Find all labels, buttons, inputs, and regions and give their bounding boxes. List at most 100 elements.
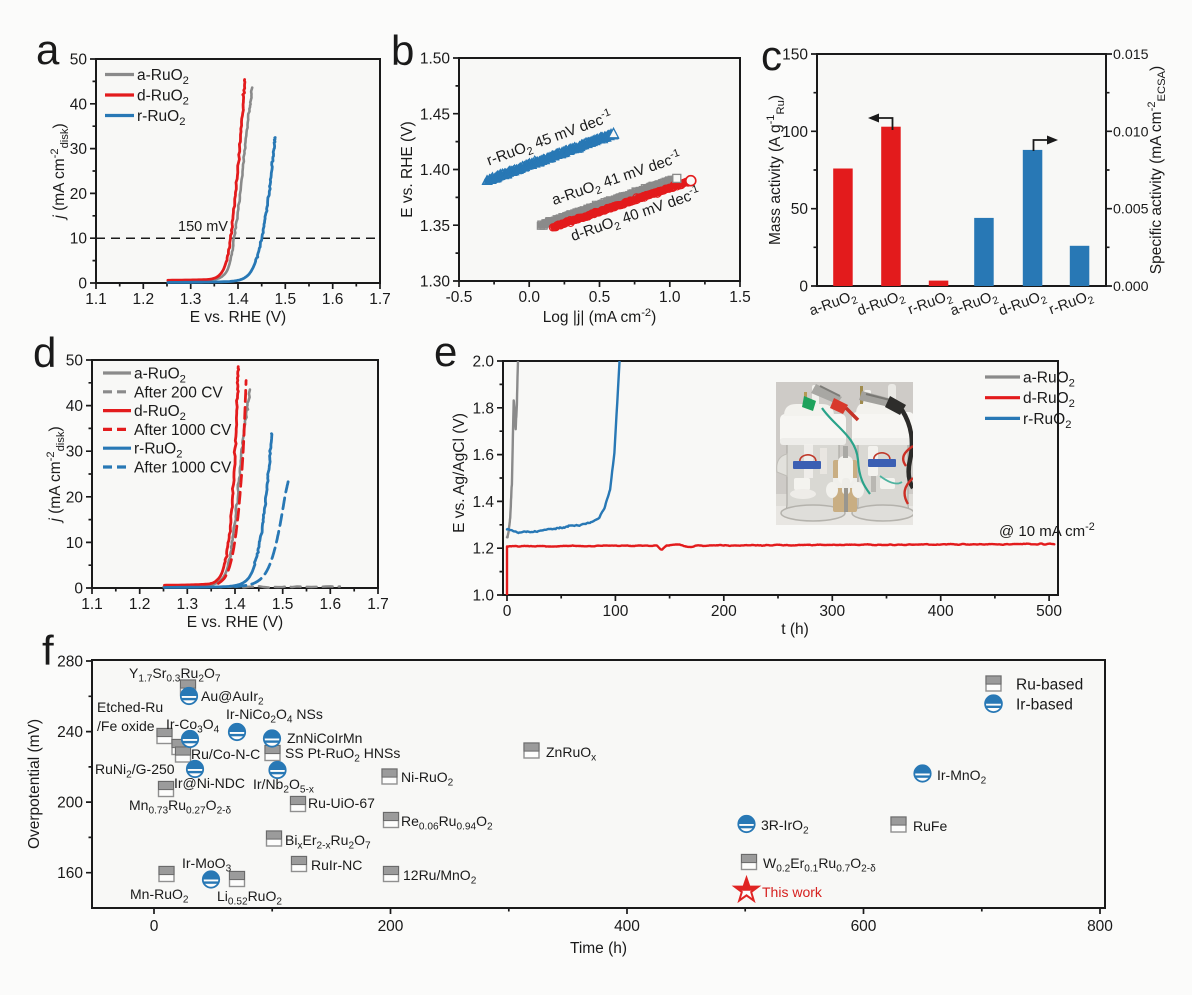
svg-text:RuIr-NC: RuIr-NC [311, 857, 362, 873]
svg-text:1.0: 1.0 [659, 289, 681, 306]
svg-text:Mass activity (A g-1Ru): Mass activity (A g-1Ru) [765, 95, 787, 245]
svg-text:400: 400 [928, 603, 954, 620]
svg-text:a: a [36, 26, 60, 73]
svg-text:f: f [42, 627, 54, 674]
svg-text:Ir-based: Ir-based [1016, 697, 1073, 714]
svg-text:1.6: 1.6 [320, 596, 342, 613]
svg-text:0.015: 0.015 [1113, 47, 1149, 63]
svg-text:a-RuO2: a-RuO2 [137, 67, 189, 87]
svg-text:Log |j| (mA cm-2): Log |j| (mA cm-2) [543, 307, 657, 326]
svg-text:r-RuO2: r-RuO2 [134, 441, 182, 461]
svg-text:W0.2Er0.1Ru0.7O2-δ: W0.2Er0.1Ru0.7O2-δ [763, 855, 876, 875]
svg-text:E vs. RHE (V): E vs. RHE (V) [399, 121, 416, 217]
svg-text:1.7: 1.7 [369, 291, 391, 308]
svg-text:t (h): t (h) [781, 621, 809, 638]
svg-text:1.45: 1.45 [420, 106, 450, 123]
svg-text:/Fe oxide: /Fe oxide [97, 718, 155, 734]
svg-text:j (mA cm-2disk): j (mA cm-2disk) [49, 123, 71, 220]
svg-text:RuFe: RuFe [913, 818, 947, 834]
svg-text:E vs. RHE (V): E vs. RHE (V) [190, 309, 286, 326]
svg-text:0: 0 [799, 279, 808, 296]
svg-text:e: e [434, 328, 457, 375]
svg-text:1.40: 1.40 [420, 162, 451, 179]
svg-text:240: 240 [57, 724, 83, 741]
svg-text:a-RuO2: a-RuO2 [134, 366, 186, 386]
svg-text:1.1: 1.1 [81, 596, 103, 613]
svg-text:1.2: 1.2 [133, 291, 155, 308]
svg-text:1.6: 1.6 [472, 447, 494, 464]
svg-text:1.8: 1.8 [472, 400, 494, 417]
svg-text:Ir-MnO2: Ir-MnO2 [937, 767, 987, 787]
svg-text:40: 40 [70, 96, 88, 113]
svg-text:0.000: 0.000 [1113, 279, 1149, 295]
svg-text:30: 30 [66, 444, 84, 461]
svg-text:Ir-MoO3: Ir-MoO3 [182, 855, 232, 875]
svg-text:1.5: 1.5 [275, 291, 297, 308]
svg-text:d-RuO2: d-RuO2 [1023, 390, 1075, 410]
svg-text:40: 40 [66, 398, 84, 415]
svg-text:RuNi2/G-250: RuNi2/G-250 [95, 761, 175, 781]
svg-text:200: 200 [711, 603, 737, 620]
svg-text:Ir@Ni-NDC: Ir@Ni-NDC [174, 775, 245, 791]
svg-text:Au@AuIr2: Au@AuIr2 [201, 688, 264, 708]
svg-text:12Ru/MnO2: 12Ru/MnO2 [403, 867, 477, 887]
svg-text:Ni-RuO2: Ni-RuO2 [401, 769, 454, 789]
svg-text:20: 20 [66, 489, 84, 506]
svg-text:0: 0 [78, 276, 87, 293]
svg-text:1.3: 1.3 [180, 291, 202, 308]
svg-text:100: 100 [782, 124, 808, 141]
svg-text:1.5: 1.5 [272, 596, 294, 613]
svg-text:E vs. Ag/AgCl (V): E vs. Ag/AgCl (V) [451, 413, 468, 533]
svg-text:1.4: 1.4 [472, 494, 494, 511]
svg-text:0: 0 [150, 918, 159, 935]
svg-text:After 200 CV: After 200 CV [134, 384, 223, 401]
svg-text:Etched-Ru: Etched-Ru [97, 699, 163, 715]
svg-text:1.5: 1.5 [729, 289, 751, 306]
svg-text:500: 500 [1036, 603, 1062, 620]
svg-text:600: 600 [851, 918, 877, 935]
svg-text:@ 10 mA cm-2: @ 10 mA cm-2 [999, 521, 1095, 540]
svg-text:150: 150 [782, 47, 808, 64]
svg-text:1.50: 1.50 [420, 51, 451, 68]
svg-text:r-RuO2: r-RuO2 [137, 108, 185, 128]
svg-text:50: 50 [66, 353, 84, 370]
svg-text:280: 280 [57, 653, 83, 670]
svg-text:0: 0 [503, 603, 512, 620]
svg-text:Ir-NiCo2O4 NSs: Ir-NiCo2O4 NSs [226, 706, 323, 726]
svg-text:1.4: 1.4 [227, 291, 249, 308]
svg-text:ZnRuOx: ZnRuOx [546, 744, 596, 764]
svg-text:50: 50 [791, 201, 809, 218]
svg-text:Re0.06Ru0.94O2: Re0.06Ru0.94O2 [401, 813, 493, 833]
svg-text:Time (h): Time (h) [570, 940, 627, 957]
svg-text:0: 0 [74, 581, 83, 598]
svg-text:0.010: 0.010 [1113, 124, 1149, 140]
svg-text:160: 160 [57, 865, 83, 882]
svg-text:Ru/Co-N-C: Ru/Co-N-C [191, 746, 260, 762]
svg-text:300: 300 [819, 603, 845, 620]
svg-text:0.005: 0.005 [1113, 202, 1149, 218]
svg-text:10: 10 [70, 231, 88, 248]
svg-text:1.0: 1.0 [472, 588, 494, 605]
svg-text:After 1000 CV: After 1000 CV [134, 422, 232, 439]
svg-text:1.2: 1.2 [472, 541, 494, 558]
svg-text:ZnNiCoIrMn: ZnNiCoIrMn [287, 730, 362, 746]
svg-text:1.7: 1.7 [367, 596, 389, 613]
svg-text:d-RuO2: d-RuO2 [134, 403, 186, 423]
svg-text:800: 800 [1087, 918, 1113, 935]
svg-text:200: 200 [57, 795, 83, 812]
svg-text:1.35: 1.35 [420, 218, 450, 235]
svg-text:d-RuO2: d-RuO2 [137, 88, 189, 108]
svg-text:Y1.7Sr0.3Ru2O7: Y1.7Sr0.3Ru2O7 [129, 665, 221, 685]
svg-text:1.6: 1.6 [322, 291, 344, 308]
svg-text:Mn-RuO2: Mn-RuO2 [130, 886, 189, 906]
svg-text:j (mA cm-2disk): j (mA cm-2disk) [45, 426, 67, 523]
svg-text:10: 10 [66, 535, 84, 552]
svg-text:1.1: 1.1 [85, 291, 107, 308]
svg-text:a-RuO2: a-RuO2 [1023, 370, 1075, 390]
svg-text:Li0.52RuO2: Li0.52RuO2 [217, 888, 282, 908]
svg-text:3R-IrO2: 3R-IrO2 [761, 817, 809, 837]
svg-text:Ir-Co3O4: Ir-Co3O4 [166, 716, 220, 736]
svg-text:Ru-UiO-67: Ru-UiO-67 [308, 795, 375, 811]
svg-text:BixEr2-xRu2O7: BixEr2-xRu2O7 [285, 832, 371, 852]
svg-text:b: b [391, 27, 414, 74]
